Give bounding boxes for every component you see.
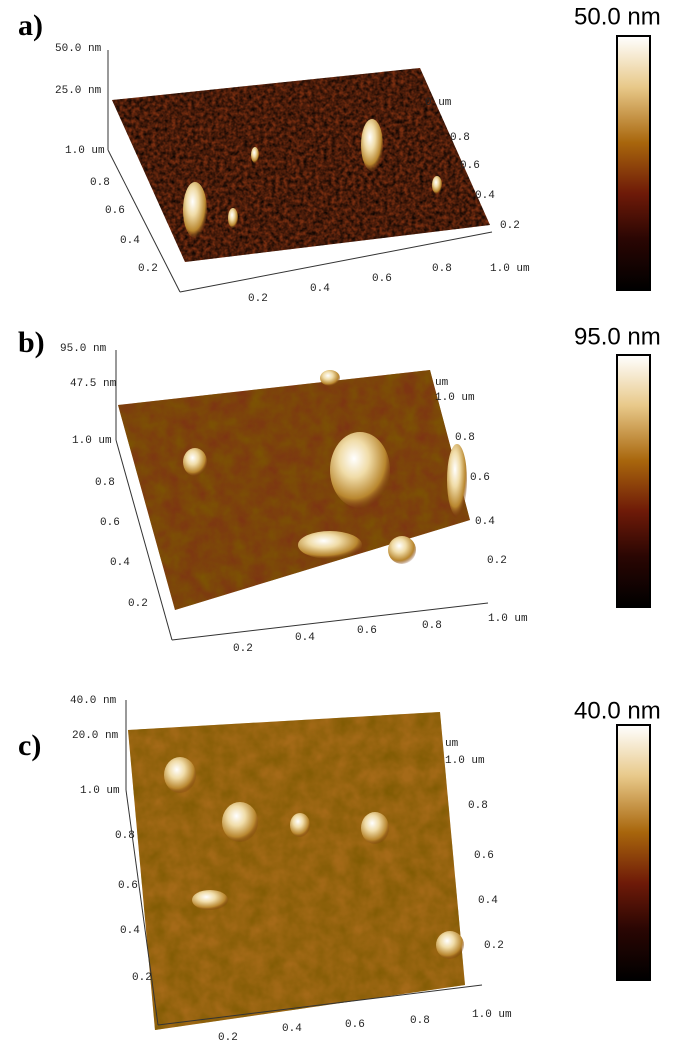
y-axis-label: 0.8 [90, 177, 110, 189]
x-axis-label: 0.8 [432, 263, 452, 275]
color-scale-label: 95.0 nm [574, 323, 661, 350]
z-axis-label: 95.0 nm [60, 343, 107, 355]
surface-peak [361, 812, 389, 844]
surface-peak [183, 182, 207, 238]
x-axis-label: 0.2 [218, 1032, 238, 1044]
afm-panel: c) 40.0 nm 40.0 nm 20.0 nm 1.0 um 0.8 0.6 0.4 0.… [18, 695, 661, 1044]
right-axis-label: um [445, 738, 459, 750]
x-axis-label: 0.6 [372, 273, 392, 285]
z-axis-label: 25.0 nm [55, 85, 102, 97]
color-scale-bar [616, 354, 651, 608]
axis-line [115, 439, 173, 641]
y-axis-label: 0.4 [110, 557, 130, 569]
right-axis-label: 1.0 um [435, 392, 475, 404]
y-axis-label: 1.0 um [65, 145, 105, 157]
afm-panel: a) 50.0 nm 50.0 nm 25.0 nm 1.0 um 0.8 0.6 0.4 0.… [18, 3, 661, 305]
x-axis-label: 0.6 [357, 625, 377, 637]
right-axis-label: 0.8 [468, 800, 488, 812]
surface-peak [290, 813, 310, 837]
y-axis-label: 0.2 [138, 263, 158, 275]
right-axis-label: 0.2 [500, 220, 520, 232]
axis-line [179, 231, 493, 293]
y-axis-label: 0.6 [118, 880, 138, 892]
color-scale-label: 50.0 nm [574, 3, 661, 30]
y-axis-label: 0.2 [132, 972, 152, 984]
axis-line [157, 984, 483, 1026]
right-axis-label: um [435, 377, 449, 389]
panel-label: a) [18, 9, 43, 42]
right-axis-label: 0.6 [474, 850, 494, 862]
surface-peak [183, 448, 207, 476]
surface-peak [432, 176, 442, 194]
y-axis-label: 0.2 [128, 598, 148, 610]
z-axis-label: 20.0 nm [72, 730, 119, 742]
axis-line [171, 602, 489, 641]
surface-peak [330, 432, 390, 508]
axis-line [125, 789, 159, 1026]
color-scale-bar [616, 35, 651, 291]
surface-texture [118, 370, 470, 610]
x-axis-label: 0.8 [410, 1015, 430, 1027]
panel-label: c) [18, 729, 41, 762]
surface-texture [128, 712, 465, 1030]
x-axis-label: 0.2 [233, 643, 253, 655]
right-axis-label: 0.4 [475, 190, 495, 202]
right-axis-label: 0.2 [487, 555, 507, 567]
color-scale-label: 40.0 nm [574, 697, 661, 724]
x-axis-label: 0.4 [282, 1023, 302, 1035]
right-axis-label: 0.8 [450, 132, 470, 144]
y-axis-label: 0.8 [95, 477, 115, 489]
y-axis-label: 0.4 [120, 925, 140, 937]
x-axis-label: 0.4 [295, 632, 315, 644]
right-axis-label: 0.4 [475, 516, 495, 528]
right-axis-label: 0.6 [460, 160, 480, 172]
right-axis-label: 0.6 [470, 472, 490, 484]
surface-peak [192, 890, 228, 910]
panels: a) 50.0 nm 50.0 nm 25.0 nm 1.0 um 0.8 0.6 0.4 0.… [18, 3, 661, 1044]
x-axis-label: 1.0 um [472, 1009, 512, 1021]
y-axis-label: 0.6 [100, 517, 120, 529]
y-axis-label: 0.6 [105, 205, 125, 217]
surface-peak [361, 119, 383, 171]
y-axis-label: 0.8 [115, 830, 135, 842]
x-axis-label: 1.0 um [490, 263, 530, 275]
color-scale-bar [616, 724, 651, 981]
y-axis-label: 1.0 um [80, 785, 120, 797]
afm-panel: b) 95.0 nm 95.0 nm 47.5 nm 1.0 um 0.8 0.6 0.4 0.… [18, 323, 661, 655]
z-axis-label: 50.0 nm [55, 43, 102, 55]
right-axis-label: 0.8 [455, 432, 475, 444]
surface-peak [222, 802, 258, 842]
panel-label: b) [18, 326, 45, 359]
z-axis-label: 47.5 nm [70, 378, 117, 390]
right-axis-label: 0 um [425, 97, 452, 109]
surface-peak [388, 536, 416, 564]
right-axis-label: 0.2 [484, 940, 504, 952]
surface-peak [298, 531, 362, 559]
axis-line [107, 149, 181, 293]
surface-peak [164, 757, 196, 793]
x-axis-label: 0.4 [310, 283, 330, 295]
y-axis-label: 1.0 um [72, 435, 112, 447]
surface-peak [447, 444, 467, 516]
right-axis-label: 1.0 um [445, 755, 485, 767]
z-axis-label: 40.0 nm [70, 695, 117, 707]
y-axis-label: 0.4 [120, 235, 140, 247]
x-axis-label: 0.6 [345, 1019, 365, 1031]
right-axis-label: 0.4 [478, 895, 498, 907]
x-axis-label: 0.2 [248, 293, 268, 305]
surface-peak [436, 931, 464, 959]
x-axis-label: 1.0 um [488, 613, 528, 625]
surface-peak [228, 208, 238, 228]
surface-peak [320, 370, 340, 386]
x-axis-label: 0.8 [422, 620, 442, 632]
surface-peak [251, 147, 259, 163]
